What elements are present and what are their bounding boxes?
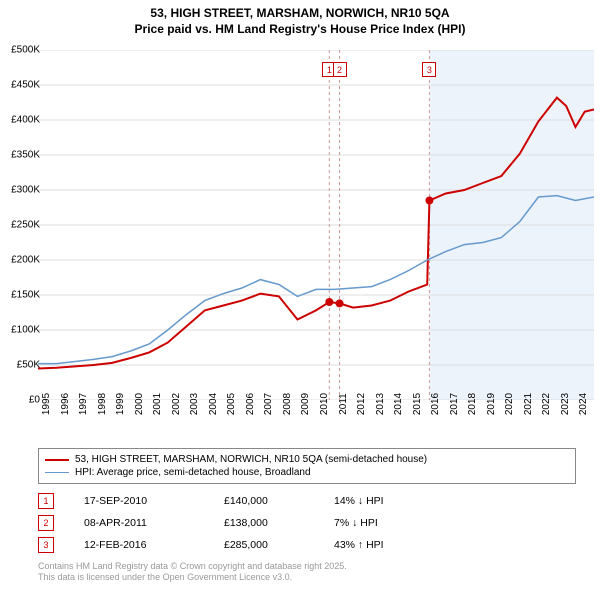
y-tick-label: £400K <box>11 115 40 126</box>
x-tick-label: 2022 <box>541 393 552 415</box>
legend-label: 53, HIGH STREET, MARSHAM, NORWICH, NR10 … <box>75 454 427 465</box>
footer-line-2: This data is licensed under the Open Gov… <box>38 572 347 584</box>
x-tick-label: 2020 <box>504 393 515 415</box>
y-tick-label: £300K <box>11 185 40 196</box>
legend-item: HPI: Average price, semi-detached house,… <box>45 466 569 479</box>
event-price: £138,000 <box>224 517 334 529</box>
x-tick-label: 2008 <box>282 393 293 415</box>
event-diff: 7% ↓ HPI <box>334 517 444 529</box>
event-price: £285,000 <box>224 539 334 551</box>
marker-label: 2 <box>333 62 347 77</box>
x-tick-label: 2009 <box>300 393 311 415</box>
marker-label: 3 <box>422 62 436 77</box>
legend-label: HPI: Average price, semi-detached house,… <box>75 467 311 478</box>
event-price: £140,000 <box>224 495 334 507</box>
x-tick-label: 2013 <box>375 393 386 415</box>
x-tick-label: 2010 <box>319 393 330 415</box>
x-tick-label: 1995 <box>41 393 52 415</box>
x-tick-label: 2000 <box>134 393 145 415</box>
x-tick-label: 2021 <box>523 393 534 415</box>
event-diff: 14% ↓ HPI <box>334 495 444 507</box>
event-number: 3 <box>38 537 54 553</box>
footer-attribution: Contains HM Land Registry data © Crown c… <box>38 561 347 584</box>
x-tick-label: 2003 <box>189 393 200 415</box>
legend-swatch <box>45 459 69 461</box>
title-line-2: Price paid vs. HM Land Registry's House … <box>0 22 600 38</box>
event-number: 1 <box>38 493 54 509</box>
event-number: 2 <box>38 515 54 531</box>
y-tick-label: £0 <box>29 395 40 406</box>
y-tick-label: £450K <box>11 80 40 91</box>
y-tick-label: £100K <box>11 325 40 336</box>
chart-area: 123 <box>38 50 594 400</box>
chart-svg <box>38 50 594 400</box>
event-row: 3 12-FEB-2016£285,00043% ↑ HPI <box>38 534 576 556</box>
x-tick-label: 2024 <box>578 393 589 415</box>
x-tick-label: 2014 <box>393 393 404 415</box>
legend-item: 53, HIGH STREET, MARSHAM, NORWICH, NR10 … <box>45 453 569 466</box>
x-tick-label: 2015 <box>412 393 423 415</box>
x-tick-label: 1997 <box>78 393 89 415</box>
x-tick-label: 2007 <box>263 393 274 415</box>
chart-title: 53, HIGH STREET, MARSHAM, NORWICH, NR10 … <box>0 0 600 37</box>
x-tick-label: 2002 <box>171 393 182 415</box>
x-tick-label: 2018 <box>467 393 478 415</box>
x-tick-label: 2005 <box>226 393 237 415</box>
footer-line-1: Contains HM Land Registry data © Crown c… <box>38 561 347 573</box>
event-date: 08-APR-2011 <box>84 517 224 529</box>
x-tick-label: 1999 <box>115 393 126 415</box>
title-line-1: 53, HIGH STREET, MARSHAM, NORWICH, NR10 … <box>0 6 600 22</box>
x-tick-label: 1996 <box>60 393 71 415</box>
event-date: 12-FEB-2016 <box>84 539 224 551</box>
x-tick-label: 1998 <box>97 393 108 415</box>
event-row: 2 08-APR-2011£138,0007% ↓ HPI <box>38 512 576 534</box>
y-tick-label: £350K <box>11 150 40 161</box>
x-tick-label: 2001 <box>152 393 163 415</box>
x-tick-label: 2006 <box>245 393 256 415</box>
event-diff: 43% ↑ HPI <box>334 539 444 551</box>
y-tick-label: £150K <box>11 290 40 301</box>
legend-swatch <box>45 472 69 473</box>
legend: 53, HIGH STREET, MARSHAM, NORWICH, NR10 … <box>38 448 576 484</box>
event-row: 1 17-SEP-2010£140,00014% ↓ HPI <box>38 490 576 512</box>
event-date: 17-SEP-2010 <box>84 495 224 507</box>
y-tick-label: £250K <box>11 220 40 231</box>
x-tick-label: 2011 <box>338 393 349 415</box>
x-tick-label: 2004 <box>208 393 219 415</box>
x-tick-label: 2023 <box>560 393 571 415</box>
x-tick-label: 2016 <box>430 393 441 415</box>
x-tick-label: 2019 <box>486 393 497 415</box>
events-table: 1 17-SEP-2010£140,00014% ↓ HPI 2 08-APR-201… <box>38 490 576 556</box>
y-tick-label: £200K <box>11 255 40 266</box>
y-tick-label: £500K <box>11 45 40 56</box>
x-tick-label: 2012 <box>356 393 367 415</box>
y-tick-label: £50K <box>17 360 40 371</box>
chart-container: 53, HIGH STREET, MARSHAM, NORWICH, NR10 … <box>0 0 600 590</box>
x-tick-label: 2017 <box>449 393 460 415</box>
